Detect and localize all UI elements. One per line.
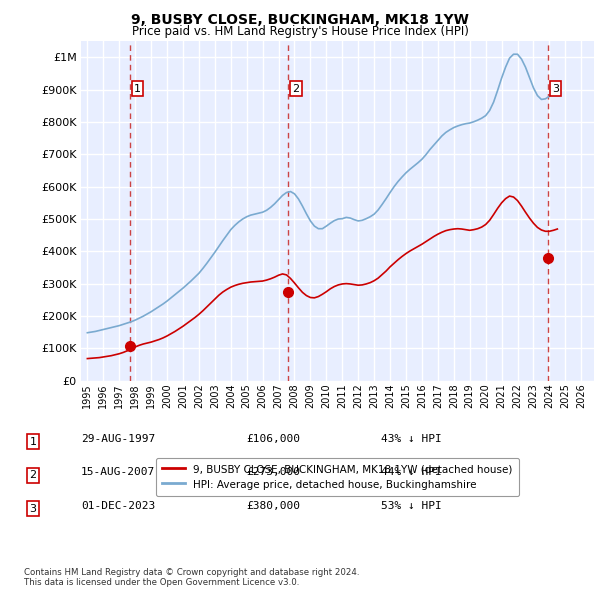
Text: 53% ↓ HPI: 53% ↓ HPI <box>381 501 442 511</box>
Text: 15-AUG-2007: 15-AUG-2007 <box>81 467 155 477</box>
Text: 1: 1 <box>29 437 37 447</box>
Text: 1: 1 <box>134 84 141 94</box>
Text: Contains HM Land Registry data © Crown copyright and database right 2024.
This d: Contains HM Land Registry data © Crown c… <box>24 568 359 587</box>
Text: 01-DEC-2023: 01-DEC-2023 <box>81 501 155 511</box>
Text: Price paid vs. HM Land Registry's House Price Index (HPI): Price paid vs. HM Land Registry's House … <box>131 25 469 38</box>
Text: 44% ↓ HPI: 44% ↓ HPI <box>381 467 442 477</box>
Text: 3: 3 <box>29 504 37 514</box>
Text: 43% ↓ HPI: 43% ↓ HPI <box>381 434 442 444</box>
Text: 2: 2 <box>29 470 37 480</box>
Text: 29-AUG-1997: 29-AUG-1997 <box>81 434 155 444</box>
Text: 9, BUSBY CLOSE, BUCKINGHAM, MK18 1YW: 9, BUSBY CLOSE, BUCKINGHAM, MK18 1YW <box>131 13 469 27</box>
Text: 3: 3 <box>552 84 559 94</box>
Text: £380,000: £380,000 <box>246 501 300 511</box>
Text: 2: 2 <box>292 84 299 94</box>
Text: £273,000: £273,000 <box>246 467 300 477</box>
Text: £106,000: £106,000 <box>246 434 300 444</box>
Legend: 9, BUSBY CLOSE, BUCKINGHAM, MK18 1YW (detached house), HPI: Average price, detac: 9, BUSBY CLOSE, BUCKINGHAM, MK18 1YW (de… <box>156 458 519 496</box>
